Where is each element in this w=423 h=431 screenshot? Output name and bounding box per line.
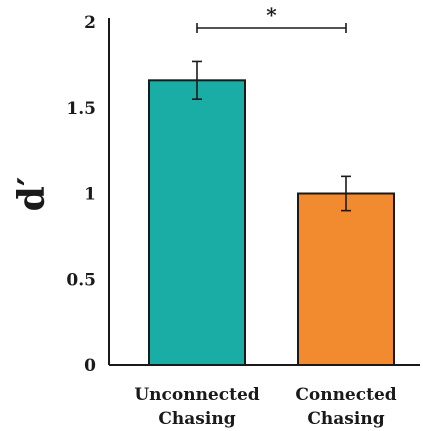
x-category-label-line: Connected [295, 385, 396, 405]
x-category-label-line: Unconnected [134, 385, 259, 405]
y-tick-label: 0.5 [66, 270, 96, 290]
x-category-label: Unconnected Chasing [134, 385, 259, 429]
y-tick-label: 1.5 [66, 99, 96, 119]
bar [297, 192, 395, 366]
x-category-labels: Unconnected Chasing Connected Chasing [134, 385, 396, 429]
x-category-label-line: Chasing [307, 409, 384, 429]
y-tick-label: 1 [84, 185, 96, 205]
significance-bracket: * [196, 3, 347, 33]
x-category-label: Connected Chasing [295, 385, 396, 429]
y-tick-label: 0 [84, 356, 96, 376]
bars [148, 79, 395, 366]
y-axis-label: d′ [11, 177, 53, 212]
error-bars [192, 60, 351, 212]
y-tick-label: 2 [84, 13, 96, 33]
bar [148, 79, 246, 366]
y-tick-labels: 0 0.5 1 1.5 2 [66, 13, 96, 376]
significance-star: * [266, 3, 277, 27]
x-category-label-line: Chasing [158, 409, 235, 429]
